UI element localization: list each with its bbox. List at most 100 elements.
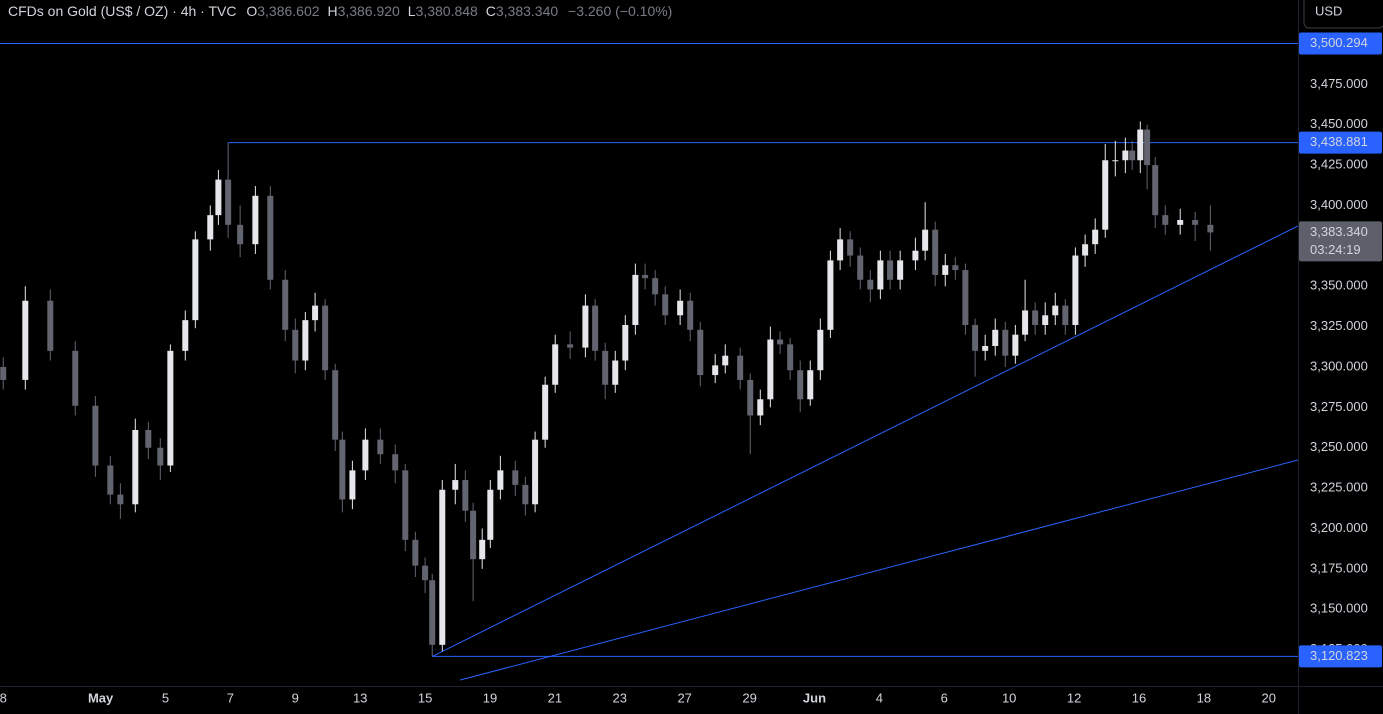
last-price-label: 3,383.340: [1310, 224, 1368, 239]
candle-body: [632, 274, 639, 325]
y-tick-label: 3,250.000: [1310, 439, 1368, 454]
y-tick-label: 3,350.000: [1310, 278, 1368, 293]
candle-body: [0, 366, 7, 380]
candle-body: [462, 480, 469, 511]
y-tick-label: 3,150.000: [1310, 601, 1368, 616]
candle-body: [225, 179, 232, 225]
candle-body: [897, 260, 904, 280]
y-tick-label: 3,475.000: [1310, 76, 1368, 91]
candle-body: [1137, 129, 1144, 161]
candle-body: [602, 350, 609, 385]
candle-body: [567, 344, 574, 348]
candle-body: [252, 195, 259, 245]
candle-body: [952, 265, 959, 271]
candle-body: [1022, 310, 1029, 335]
level-price-box: [1299, 32, 1382, 55]
candle-body: [452, 480, 459, 490]
candle-body: [1192, 219, 1199, 225]
candle-body: [697, 329, 704, 376]
x-tick-label: 27: [677, 690, 691, 705]
candle-body: [1032, 310, 1039, 325]
x-tick-label: 7: [227, 690, 234, 705]
candle-body: [677, 300, 684, 316]
countdown-label: 03:24:19: [1310, 242, 1361, 257]
candle-body: [132, 429, 139, 505]
ohlc-value: 3,386.602: [257, 3, 319, 19]
candle-body: [942, 265, 949, 275]
x-tick-label: 9: [292, 690, 299, 705]
candle-body: [470, 510, 477, 560]
candle-body: [107, 465, 114, 495]
candle-body: [542, 384, 549, 440]
candle-body: [1129, 150, 1136, 161]
trend-line: [460, 459, 1298, 681]
candle-body: [282, 279, 289, 330]
candle-body: [1042, 315, 1049, 325]
candle-body: [429, 580, 436, 645]
candle-body: [1062, 305, 1069, 325]
candle-body: [1152, 165, 1159, 216]
candle-body: [402, 470, 409, 540]
y-tick-label: 3,400.000: [1310, 197, 1368, 212]
candle-body: [292, 329, 299, 361]
candle-body: [787, 344, 794, 371]
candle-body: [302, 320, 309, 361]
candle-body: [747, 379, 754, 416]
x-tick-label: 23: [613, 690, 627, 705]
candle-body: [797, 370, 804, 400]
candle-body: [47, 300, 54, 351]
candle-body: [312, 305, 319, 321]
candle-body: [182, 320, 189, 351]
candle-body: [1002, 329, 1009, 356]
candle-body: [522, 484, 529, 505]
y-tick-label: 3,325.000: [1310, 318, 1368, 333]
candle-body: [757, 399, 764, 416]
ohlc-key: C: [486, 3, 496, 19]
candle-body: [487, 489, 494, 540]
candle-body: [332, 370, 339, 440]
currency-button[interactable]: [1303, 0, 1383, 29]
x-tick-label: May: [88, 690, 114, 705]
x-tick-label: 15: [418, 690, 432, 705]
level-price-label: 3,500.294: [1310, 35, 1368, 50]
candle-body: [992, 329, 999, 346]
candle-body: [322, 305, 329, 371]
candle-body: [972, 324, 979, 351]
candle-body: [1144, 129, 1151, 166]
x-tick-label: 21: [548, 690, 562, 705]
candle-body: [157, 447, 164, 466]
candle-body: [1092, 229, 1099, 245]
candle-body: [392, 454, 399, 471]
candle-body: [497, 470, 504, 490]
candle-body: [1072, 255, 1079, 325]
candle-body: [652, 278, 659, 295]
candle-body: [1177, 219, 1184, 225]
candle-body: [1052, 305, 1059, 316]
candle-body: [1102, 160, 1109, 230]
candle-body: [712, 365, 719, 376]
candle-body: [1207, 224, 1214, 233]
level-price-box: [1299, 645, 1382, 668]
x-tick-label: 20: [1262, 690, 1276, 705]
legend-header: CFDs on Gold (US$ / OZ) · 4h · TVC O3,38…: [8, 3, 672, 19]
candle-body: [237, 224, 244, 245]
candle-body: [1162, 215, 1169, 225]
candle-body: [612, 360, 619, 385]
candle-body: [377, 439, 384, 455]
y-tick-label: 3,275.000: [1310, 399, 1368, 414]
candle-body: [22, 300, 29, 380]
x-tick-label: 12: [1067, 690, 1081, 705]
x-tick-label: 8: [0, 690, 7, 705]
currency-label[interactable]: USD: [1315, 3, 1342, 18]
candle-body: [552, 344, 559, 385]
candle-body: [362, 439, 369, 471]
candle-body: [117, 494, 124, 505]
candle-body: [962, 270, 969, 325]
level-price-label: 3,438.881: [1310, 134, 1368, 149]
candle-body: [1122, 150, 1129, 161]
candle-body: [439, 489, 446, 645]
candle-body: [339, 439, 346, 500]
x-tick-label: 13: [353, 690, 367, 705]
